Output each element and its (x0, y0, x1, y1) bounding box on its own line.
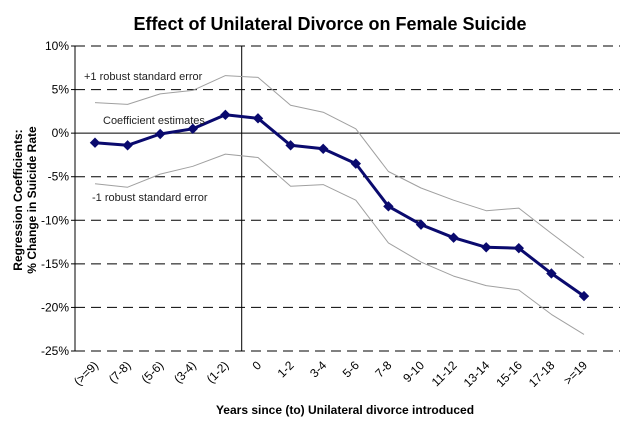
series-group (94, 75, 585, 335)
data-point (350, 158, 362, 169)
data-point (89, 137, 101, 148)
data-point (252, 113, 264, 124)
y-axis-title-line1: Regression Coefficients: (11, 129, 25, 270)
x-tick-label: (>=9) (71, 358, 101, 388)
x-tick-label: 3-4 (307, 358, 329, 380)
annotation-upper-se: +1 robust standard error (84, 71, 203, 83)
data-point (383, 201, 394, 212)
chart-title: Effect of Unilateral Divorce on Female S… (133, 14, 526, 34)
y-tick-label: 5% (52, 83, 70, 97)
axes (71, 45, 243, 352)
data-point (546, 268, 557, 279)
data-point (578, 290, 590, 302)
x-tick-label: 11-12 (429, 358, 460, 389)
y-tick-label: -20% (41, 300, 69, 314)
data-point (122, 140, 133, 151)
x-tick-label: 0 (249, 358, 264, 373)
y-tick-label: -25% (41, 344, 69, 358)
data-point (448, 232, 459, 243)
data-point (513, 242, 525, 254)
data-point (285, 140, 296, 151)
x-axis-title: Years since (to) Unilateral divorce intr… (216, 403, 474, 417)
series-line-se-2 (94, 153, 585, 335)
data-point (480, 242, 492, 253)
x-tick-label: 15-16 (493, 358, 525, 390)
x-tick-label: (7-8) (106, 358, 134, 386)
data-point (187, 123, 199, 134)
x-tick-label: (5-6) (139, 358, 167, 386)
y-axis-title-group: Regression Coefficients: % Change in Sui… (11, 126, 39, 274)
markers-group (89, 109, 590, 302)
y-tick-labels: 10% 5% 0% -5% -10% -15% -20% -25% (41, 39, 69, 358)
x-tick-label: >=19 (561, 358, 590, 387)
data-point (415, 219, 427, 230)
series-line-coefficient (94, 113, 585, 298)
x-tick-label: 1-2 (275, 358, 297, 380)
gridlines (75, 45, 620, 352)
x-tick-label: 5-6 (340, 358, 362, 380)
x-tick-label: 17-18 (526, 358, 558, 390)
x-tick-label: 9-10 (400, 358, 427, 385)
x-tick-label: (1-2) (204, 358, 232, 386)
y-tick-label: 10% (45, 39, 69, 53)
x-tick-labels: (>=9) (7-8) (5-6) (3-4) (1-2) 0 1-2 3-4 5-6 7-8 9-… (71, 358, 590, 390)
annotation-lower-se: -1 robust standard error (92, 192, 208, 204)
x-tick-label: 13-14 (461, 358, 493, 390)
annotation-estimates: Coefficient estimates (103, 115, 205, 127)
x-tick-label: 7-8 (372, 358, 394, 380)
y-tick-label: -5% (48, 170, 70, 184)
y-tick-label: -15% (41, 257, 69, 271)
series-line-se-1 (94, 75, 585, 259)
x-tick-label: (3-4) (171, 358, 199, 386)
data-point (154, 128, 166, 140)
y-tick-label: 0% (52, 126, 70, 140)
data-point (220, 109, 231, 121)
y-tick-label: -10% (41, 213, 69, 227)
y-axis-title-line2: % Change in Suicide Rate (25, 126, 39, 274)
data-point (317, 143, 329, 155)
